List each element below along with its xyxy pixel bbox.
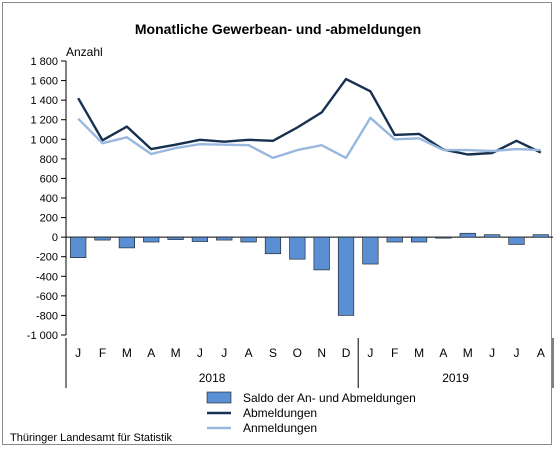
x-tick-label: J (367, 346, 373, 360)
y-tick-label: 1 200 (30, 115, 58, 127)
year-label: 2019 (442, 371, 469, 385)
saldo-bar (362, 236, 379, 265)
y-tick-label: 1 600 (30, 76, 58, 88)
saldo-bar (167, 236, 184, 240)
x-tick-label: J (75, 346, 81, 360)
x-tick-label: A (245, 346, 253, 360)
saldo-bar (386, 236, 403, 243)
legend-label: Anmeldungen (243, 421, 317, 435)
saldo-bar (94, 236, 111, 241)
x-tick-label: S (269, 346, 277, 360)
y-axis-label: Anzahl (66, 45, 103, 59)
saldo-bar (435, 236, 452, 239)
saldo-bar (289, 236, 306, 260)
saldo-bar (484, 234, 501, 238)
x-tick-label: A (537, 346, 545, 360)
y-axis: 1 800 1 600 1 400 1 200 1 000 800 600 400 200 0 -2… (27, 56, 553, 342)
saldo-bar (191, 236, 209, 242)
x-tick-label: N (317, 346, 326, 360)
saldo-bar (240, 236, 257, 243)
y-tick-label: 1 400 (30, 95, 58, 107)
x-tick-label: M (122, 346, 132, 360)
year-label: 2018 (199, 371, 226, 385)
saldo-bar (337, 236, 355, 316)
legend-swatch-saldo (206, 391, 232, 404)
x-tick-label: A (439, 346, 447, 360)
y-tick-label: -600 (36, 291, 58, 303)
x-tick-label: J (197, 346, 203, 360)
chart-title: Monatliche Gewerbean- und -abmeldungen (135, 21, 421, 37)
x-tick-label: J (513, 346, 519, 360)
saldo-bar (70, 236, 87, 258)
x-tick-label: F (99, 346, 106, 360)
x-tick-label: J (489, 346, 495, 360)
y-tick-label: 0 (52, 232, 58, 244)
saldo-bar (459, 232, 476, 238)
legend-label: Abmeldungen (243, 406, 317, 420)
saldo-bar (410, 236, 428, 243)
anmeldungen-line (77, 116, 541, 160)
source-note: Thüringer Landesamt für Statistik (10, 432, 173, 444)
saldo-bar (532, 234, 549, 238)
x-axis: J F M A M J J A S O N D J F M A M J J A 2018 2019 (65, 338, 554, 388)
saldo-bar (264, 236, 282, 255)
y-tick-label: 400 (40, 193, 58, 205)
saldo-bar (118, 236, 135, 249)
y-tick-label: -200 (36, 252, 58, 264)
bar-series (70, 232, 549, 316)
y-tick-label: 1 000 (30, 134, 58, 146)
x-tick-label: F (391, 346, 398, 360)
y-tick-label: 600 (40, 173, 58, 185)
legend: Saldo der An- und AbmeldungenAbmeldungen… (206, 391, 416, 435)
y-tick-label: 1 800 (30, 56, 58, 68)
y-tick-label: 200 (40, 213, 58, 225)
x-tick-label: M (171, 346, 181, 360)
y-tick-label: -400 (36, 271, 58, 283)
x-tick-label: M (463, 346, 473, 360)
y-tick-label: 800 (40, 154, 58, 166)
legend-label: Saldo der An- und Abmeldungen (243, 391, 416, 405)
x-tick-label: A (147, 346, 155, 360)
line-series (77, 77, 542, 160)
saldo-bar (508, 236, 525, 245)
chart-frame (2, 2, 552, 445)
saldo-bar (216, 236, 233, 241)
x-tick-label: M (414, 346, 424, 360)
abmeldungen-line (77, 77, 542, 156)
y-tick-label: -800 (36, 310, 58, 322)
x-tick-label: O (293, 346, 302, 360)
x-tick-label: J (221, 346, 227, 360)
x-tick-label: D (342, 346, 351, 360)
saldo-bar (313, 236, 330, 271)
saldo-bar (143, 236, 160, 243)
y-tick-label: -1 000 (27, 330, 58, 342)
